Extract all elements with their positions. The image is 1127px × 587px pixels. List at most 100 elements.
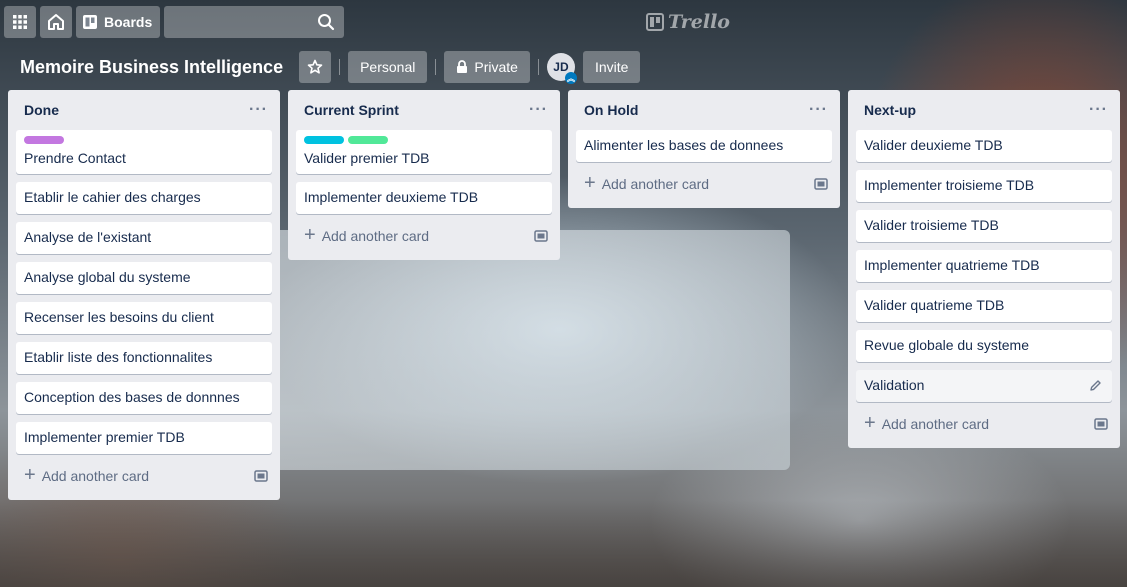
card[interactable]: Valider premier TDB	[296, 130, 552, 174]
card-label[interactable]	[304, 136, 344, 144]
card[interactable]: Etablir le cahier des charges	[16, 182, 272, 214]
card[interactable]: Valider quatrieme TDB	[856, 290, 1112, 322]
add-card-button[interactable]: + Add another card	[576, 168, 832, 200]
card[interactable]: Revue globale du systeme	[856, 330, 1112, 362]
list-header: Next-up ···	[856, 90, 1112, 130]
list-title[interactable]: Current Sprint	[304, 102, 399, 118]
add-card-label: Add another card	[321, 228, 430, 244]
card-label[interactable]	[348, 136, 388, 144]
card-title: Implementer premier TDB	[24, 429, 185, 445]
trello-logo[interactable]: Trello	[646, 11, 730, 33]
card[interactable]: Valider troisieme TDB	[856, 210, 1112, 242]
card-title: Recenser les besoins du client	[24, 309, 214, 325]
add-card-left: + Add another card	[584, 172, 709, 194]
boards-label: Boards	[104, 14, 153, 30]
divider	[339, 59, 341, 75]
member-initials: JD	[553, 60, 569, 74]
list-header: Done ···	[16, 90, 272, 130]
list-header: On Hold ···	[576, 90, 832, 130]
card-title: Prendre Contact	[24, 150, 126, 166]
card[interactable]: Conception des bases de donnnes	[16, 382, 272, 414]
card[interactable]: Prendre Contact	[16, 130, 272, 174]
trello-logo-icon	[646, 13, 664, 31]
card[interactable]: Implementer deuxieme TDB	[296, 182, 552, 214]
list-header: Current Sprint ···	[296, 90, 552, 130]
list-menu-icon[interactable]: ···	[809, 101, 828, 118]
card-title: Valider quatrieme TDB	[864, 297, 1005, 313]
card-title: Valider premier TDB	[304, 150, 430, 166]
card[interactable]: Alimenter les bases de donnees	[576, 130, 832, 162]
board-title[interactable]: Memoire Business Intelligence	[20, 56, 284, 77]
card-title: Implementer troisieme TDB	[864, 177, 1035, 193]
plus-icon: +	[304, 224, 316, 246]
plus-icon: +	[24, 464, 36, 486]
card-title: Conception des bases de donnnes	[24, 389, 240, 405]
background-shade	[0, 500, 1127, 587]
invite-label: Invite	[594, 59, 629, 75]
plus-icon: +	[584, 172, 596, 194]
add-card-button[interactable]: + Add another card	[16, 460, 272, 492]
star-button[interactable]	[299, 51, 332, 83]
card-title: Alimenter les bases de donnees	[584, 137, 784, 153]
visibility-label: Private	[474, 59, 518, 75]
admin-chevron-icon: ︽	[564, 72, 577, 84]
card[interactable]: Implementer troisieme TDB	[856, 170, 1112, 202]
card-title: Implementer quatrieme TDB	[864, 257, 1040, 273]
card-title: Valider deuxieme TDB	[864, 137, 1003, 153]
card[interactable]: Recenser les besoins du client	[16, 302, 272, 334]
card[interactable]: Analyse de l'existant	[16, 222, 272, 254]
card-title: Etablir le cahier des charges	[24, 189, 201, 205]
pencil-icon[interactable]	[1089, 379, 1102, 392]
home-button[interactable]	[40, 6, 72, 38]
team-label: Personal	[360, 59, 416, 75]
add-card-left: + Add another card	[24, 464, 150, 486]
list-title[interactable]: On Hold	[584, 102, 639, 118]
card[interactable]: Analyse global du systeme	[16, 262, 272, 294]
card-title: Revue globale du systeme	[864, 337, 1029, 353]
list-title[interactable]: Done	[24, 102, 59, 118]
list-on-hold: On Hold ··· Alimenter les bases de donne…	[568, 90, 840, 208]
divider	[537, 59, 539, 75]
invite-button[interactable]: Invite	[582, 51, 641, 83]
card-labels	[24, 136, 264, 144]
list-done: Done ··· Prendre Contact Etablir le cahi…	[8, 90, 280, 500]
add-card-left: + Add another card	[864, 412, 990, 434]
list-title[interactable]: Next-up	[864, 102, 917, 118]
list-current-sprint: Current Sprint ··· Valider premier TDB I…	[288, 90, 560, 260]
card-title: Implementer deuxieme TDB	[304, 189, 479, 205]
team-button[interactable]: Personal	[348, 51, 428, 83]
board-header: Memoire Business Intelligence Personal P…	[0, 48, 1127, 86]
star-icon	[307, 59, 323, 74]
apps-button[interactable]	[4, 6, 36, 38]
boards-button[interactable]: Boards	[76, 6, 161, 38]
card[interactable]: Implementer premier TDB	[16, 422, 272, 454]
grid-icon	[13, 15, 27, 29]
card-labels	[304, 136, 544, 144]
logo-text: Trello	[668, 11, 730, 33]
list-menu-icon[interactable]: ···	[249, 101, 268, 118]
list-next-up: Next-up ··· Valider deuxieme TDB Impleme…	[848, 90, 1120, 448]
card[interactable]: Valider deuxieme TDB	[856, 130, 1112, 162]
card-title: Analyse global du systeme	[24, 269, 191, 285]
visibility-button[interactable]: Private	[444, 51, 530, 83]
list-menu-icon[interactable]: ···	[529, 101, 548, 118]
card[interactable]: Etablir liste des fonctionnalites	[16, 342, 272, 374]
add-card-button[interactable]: + Add another card	[296, 220, 552, 252]
card-template-icon[interactable]	[534, 229, 548, 243]
card-template-icon[interactable]	[814, 177, 828, 191]
add-card-button[interactable]: + Add another card	[856, 408, 1112, 440]
lock-icon	[457, 60, 468, 73]
member-avatar[interactable]: JD ︽	[546, 53, 577, 84]
search-input[interactable]	[164, 6, 345, 38]
card-label[interactable]	[24, 136, 64, 144]
plus-icon: +	[864, 412, 876, 434]
card-title: Analyse de l'existant	[24, 229, 152, 245]
card[interactable]: Implementer quatrieme TDB	[856, 250, 1112, 282]
card-template-icon[interactable]	[1094, 417, 1108, 431]
list-menu-icon[interactable]: ···	[1089, 101, 1108, 118]
board-icon	[83, 15, 97, 29]
card-template-icon[interactable]	[254, 469, 268, 483]
add-card-label: Add another card	[881, 416, 990, 432]
card[interactable]: Validation	[856, 370, 1112, 402]
add-card-label: Add another card	[41, 468, 150, 484]
